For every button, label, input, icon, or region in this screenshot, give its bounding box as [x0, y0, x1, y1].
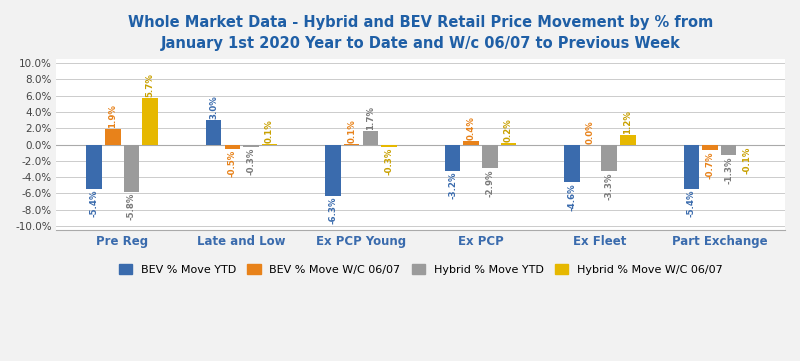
Text: 1.7%: 1.7% [366, 106, 375, 130]
Bar [382, 145, 397, 147]
Bar [326, 145, 341, 196]
Text: -2.9%: -2.9% [486, 169, 494, 197]
Text: -0.3%: -0.3% [246, 148, 255, 175]
Text: -0.5%: -0.5% [228, 150, 237, 177]
Legend: BEV % Move YTD, BEV % Move W/C 06/07, Hybrid % Move YTD, Hybrid % Move W/C 06/07: BEV % Move YTD, BEV % Move W/C 06/07, Hy… [114, 260, 727, 279]
Bar [243, 145, 258, 147]
Text: 0.1%: 0.1% [265, 119, 274, 143]
Bar [602, 145, 617, 171]
Bar [86, 145, 102, 188]
Text: -3.2%: -3.2% [448, 171, 457, 199]
Text: -0.3%: -0.3% [385, 148, 394, 175]
Text: -1.3%: -1.3% [724, 156, 733, 184]
Text: 0.4%: 0.4% [466, 117, 476, 140]
Bar [564, 145, 580, 182]
Bar [344, 144, 359, 145]
Text: -4.6%: -4.6% [567, 183, 577, 211]
Text: 1.9%: 1.9% [108, 104, 118, 128]
Bar [142, 98, 158, 145]
Title: Whole Market Data - Hybrid and BEV Retail Price Movement by % from
January 1st 2: Whole Market Data - Hybrid and BEV Retai… [128, 15, 714, 51]
Bar [262, 144, 278, 145]
Text: 0.1%: 0.1% [347, 119, 356, 143]
Text: -0.7%: -0.7% [706, 151, 714, 179]
Bar [124, 145, 139, 192]
Bar [105, 129, 121, 145]
Text: 5.7%: 5.7% [146, 73, 154, 97]
Bar [445, 145, 460, 171]
Text: -5.4%: -5.4% [90, 190, 98, 217]
Text: -5.4%: -5.4% [687, 190, 696, 217]
Bar [721, 145, 736, 155]
Bar [463, 142, 479, 145]
Text: -3.3%: -3.3% [605, 173, 614, 200]
Bar [362, 131, 378, 145]
Bar [501, 143, 516, 145]
Bar [482, 145, 498, 168]
Bar [225, 145, 240, 149]
Text: -5.8%: -5.8% [127, 193, 136, 220]
Text: 0.0%: 0.0% [586, 120, 595, 144]
Bar [702, 145, 718, 150]
Text: 1.2%: 1.2% [623, 110, 632, 134]
Bar [684, 145, 699, 188]
Bar [620, 135, 635, 145]
Text: -0.1%: -0.1% [742, 147, 752, 174]
Text: 3.0%: 3.0% [209, 95, 218, 119]
Bar [206, 120, 222, 145]
Text: -6.3%: -6.3% [329, 197, 338, 225]
Text: 0.2%: 0.2% [504, 118, 513, 142]
